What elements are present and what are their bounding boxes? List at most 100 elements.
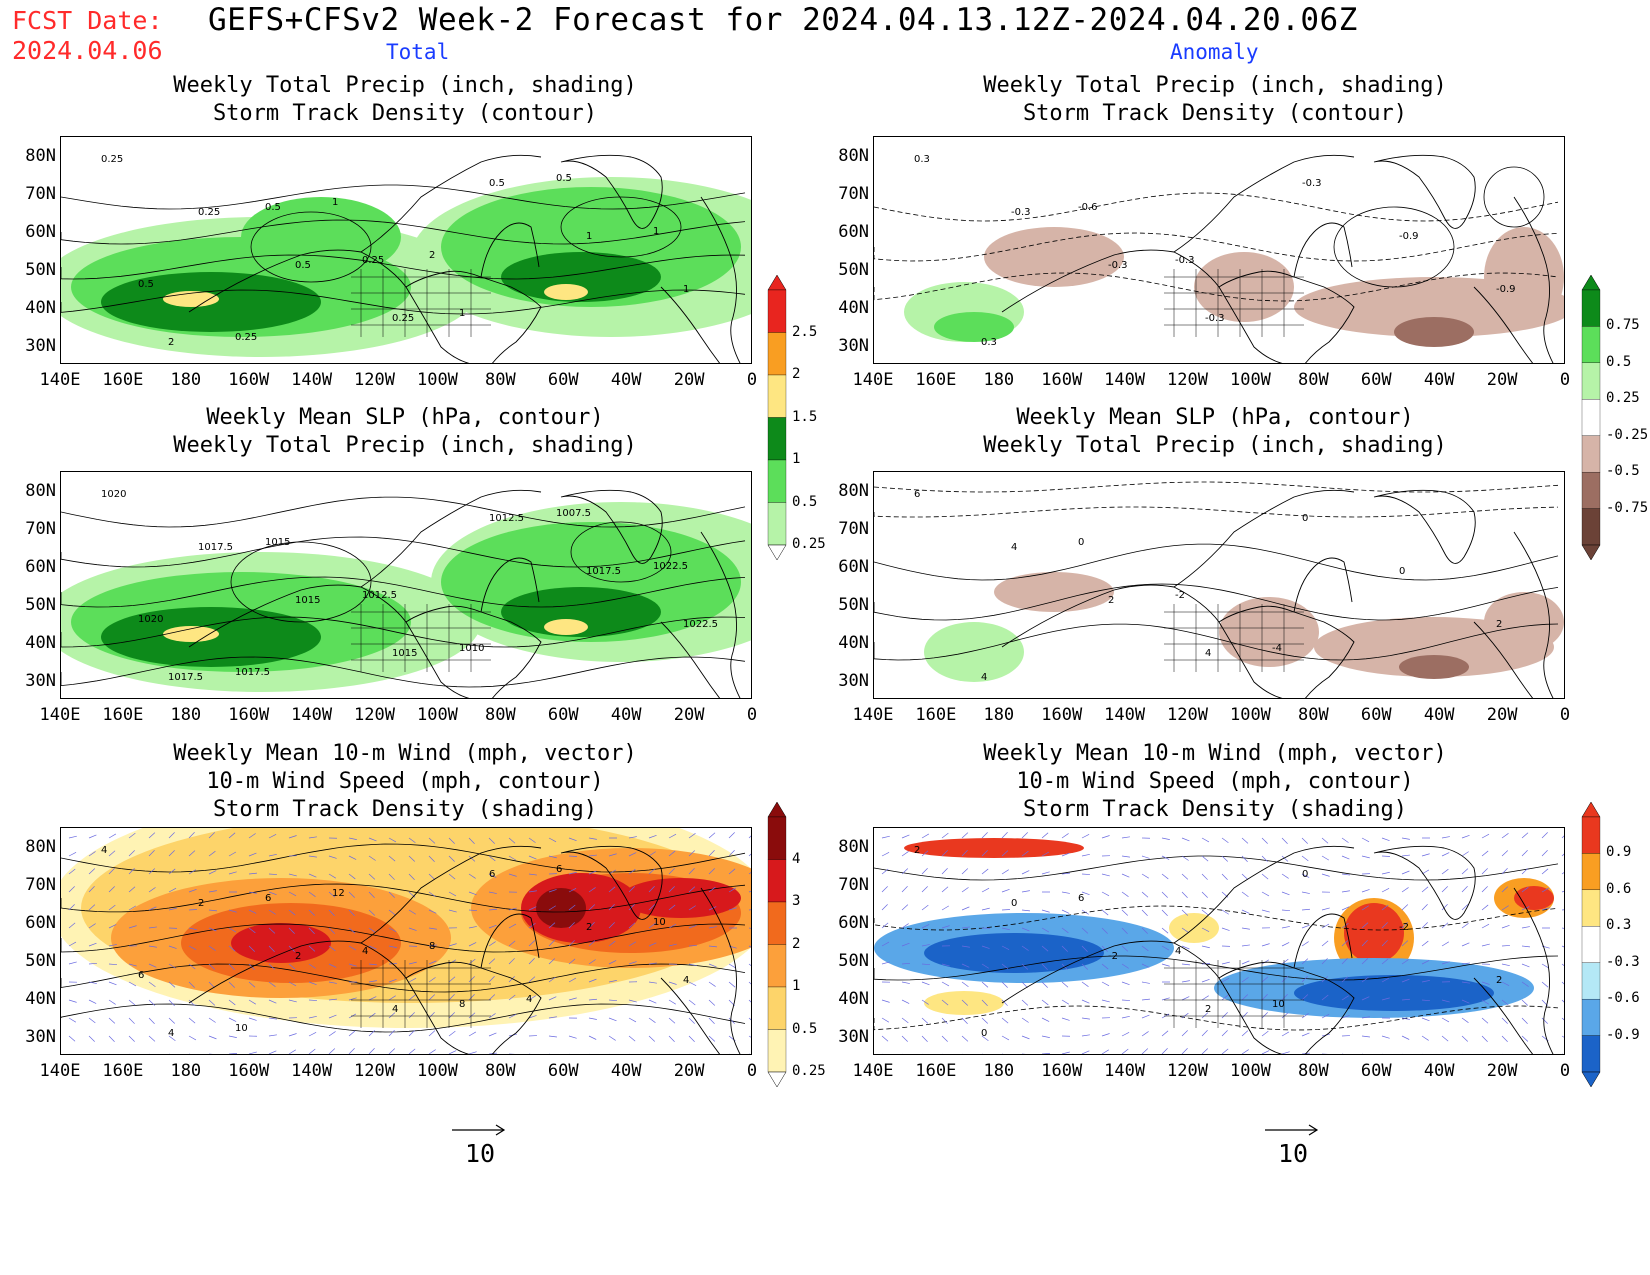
wind-vector (228, 1017, 237, 1022)
contour-label: 1015 (392, 648, 417, 659)
wind-vector (568, 904, 576, 911)
wind-vector (1121, 927, 1128, 934)
colorbar-tick-label: 1 (792, 451, 801, 467)
shading-region (501, 587, 661, 637)
wind-vector (708, 981, 716, 987)
wind-vector (628, 922, 636, 929)
wind-vector (1101, 963, 1109, 970)
wind-vector (548, 1035, 557, 1038)
wind-vector (1562, 1053, 1564, 1054)
wind-vector (108, 924, 117, 929)
wind-vector (1401, 1017, 1410, 1020)
wind-vector (468, 873, 476, 879)
map-total-slp-precip: 1020 1017.5 1015 1015 1012.5 1017.5 1022.5 1017… (60, 471, 752, 699)
wind-vector (169, 1053, 170, 1054)
wind-vector (128, 832, 136, 839)
wind-vector (1321, 940, 1329, 947)
wind-vector (1341, 890, 1350, 893)
wind-vector (1441, 904, 1448, 911)
wind-vector (1141, 855, 1150, 859)
wind-vector (448, 994, 455, 1001)
longitude-tick-label: 160W (1041, 1061, 1083, 1081)
contour-label: 4 (392, 1004, 398, 1015)
reference-arrow-icon (452, 1124, 506, 1136)
wind-vector (528, 837, 536, 843)
longitude-tick-label: 60W (1360, 705, 1392, 725)
wind-vector (1001, 927, 1010, 931)
wind-vector (708, 926, 717, 929)
latitude-tick-label: 40N (838, 298, 869, 318)
coastline (480, 557, 540, 613)
wind-vector (348, 837, 357, 840)
colorbar-tick-label: 0.25 (792, 1063, 826, 1079)
longitude-tick-label: 160W (1041, 705, 1083, 725)
longitude-tick-label: 140W (291, 705, 333, 725)
wind-vector (628, 836, 637, 839)
wind-vector (1281, 891, 1290, 896)
longitude-tick-label: 160W (228, 705, 270, 725)
colorbar-swatch (767, 901, 787, 945)
wind-vector (1181, 837, 1190, 842)
wind-vector (1241, 944, 1250, 947)
longitude-tick-label: 40W (1423, 705, 1455, 725)
wind-vector (68, 886, 75, 893)
shading-region (904, 838, 1084, 858)
wind-vector (981, 945, 990, 949)
wind-vector (1061, 833, 1069, 839)
wind-vector (348, 855, 357, 860)
wind-vector (1381, 977, 1390, 983)
wind-vector (588, 959, 596, 965)
wind-vector (1101, 835, 1110, 839)
longitude-tick-label: 180 (170, 370, 202, 390)
wind-vector (428, 977, 436, 983)
wind-vector (1301, 855, 1309, 862)
wind-vector (1041, 981, 1048, 988)
wind-vector (688, 945, 698, 947)
colorbar-tick-label: 1.5 (792, 408, 818, 425)
longitude-tick-label: 160W (228, 1061, 270, 1081)
wind-vector (1421, 1035, 1429, 1041)
coastline (1218, 961, 1355, 1054)
wind-vector (388, 1012, 396, 1019)
wind-vector (1221, 977, 1230, 983)
longitude-tick-label: 80W (485, 705, 516, 725)
wind-vector (1041, 1052, 1051, 1054)
wind-vector (1502, 1053, 1503, 1054)
wind-vector (881, 922, 889, 929)
wind-vector (328, 963, 337, 968)
wind-vector (568, 922, 575, 929)
colorbar-swatch (1581, 508, 1601, 546)
wind-vector (1441, 961, 1450, 965)
wind-vector (168, 963, 176, 969)
wind-vector (228, 945, 236, 952)
wind-vector (941, 832, 949, 839)
wind-vector (668, 868, 675, 875)
wind-vector (1161, 997, 1170, 1001)
wind-vector (1181, 1030, 1188, 1037)
contour-line (874, 506, 1559, 518)
wind-vector (108, 963, 117, 966)
contour-line (1333, 206, 1455, 288)
wind-vector (1441, 836, 1450, 839)
wind-vector (921, 1035, 928, 1042)
wind-vector (548, 976, 556, 983)
wind-vector (508, 837, 516, 844)
coastline (1473, 286, 1534, 363)
contour-label: 2 (1496, 619, 1502, 630)
wind-vector (1521, 945, 1530, 948)
wind-vector (648, 868, 656, 875)
longitude-tick-label: 20W (1486, 705, 1518, 725)
wind-vector (228, 909, 237, 913)
colorbar-swatch (1581, 889, 1601, 927)
wind-vector (268, 853, 277, 857)
wind-vector (548, 958, 556, 965)
wind-vector (1101, 981, 1110, 987)
wind-vector (981, 850, 988, 857)
wind-vector (1261, 994, 1268, 1001)
wind-vector (901, 999, 910, 1004)
wind-vector (588, 904, 596, 911)
coastline (1218, 270, 1355, 363)
wind-vector (348, 945, 357, 951)
wind-vector (108, 1017, 116, 1024)
wind-vector (388, 995, 396, 1001)
